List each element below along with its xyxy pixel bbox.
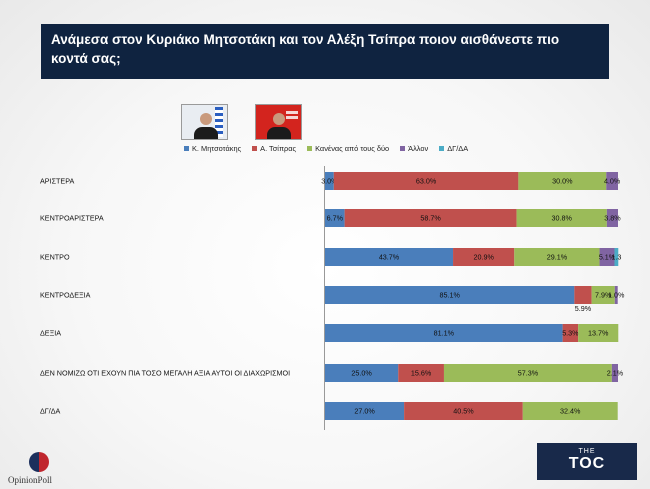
bar-segment bbox=[325, 248, 454, 266]
data-label: 27.0% bbox=[354, 407, 375, 416]
legend-label: Α. Τσίπρας bbox=[260, 144, 297, 153]
bar-segment bbox=[614, 248, 619, 266]
category-label: ΔΕΞΙΑ bbox=[40, 329, 61, 338]
bar-segment bbox=[522, 402, 618, 420]
legend-swatch bbox=[184, 146, 189, 151]
data-label: 5.1% bbox=[599, 253, 616, 262]
category-label: ΔΓ/ΔΑ bbox=[40, 407, 61, 416]
data-label: 25.0% bbox=[351, 369, 372, 378]
flag-icon bbox=[215, 107, 223, 137]
data-label: 81.1% bbox=[434, 329, 455, 338]
legend-item: Κανένας από τους δύο bbox=[307, 144, 389, 153]
bar-segment bbox=[325, 286, 575, 304]
data-label: 2.1% bbox=[607, 369, 624, 378]
data-label: 6.7% bbox=[327, 214, 344, 223]
category-label: ΚΕΝΤΡΟΑΡΙΣΤΕΡΑ bbox=[40, 214, 104, 223]
bar-segment bbox=[614, 286, 618, 304]
data-label: 3.0% bbox=[321, 177, 338, 186]
bar-segment bbox=[599, 248, 615, 266]
data-label: 13.7% bbox=[588, 329, 609, 338]
data-label: 1.0% bbox=[608, 291, 625, 300]
data-label: 7.9% bbox=[595, 291, 612, 300]
data-label: 63.0% bbox=[416, 177, 437, 186]
bar-segment bbox=[516, 209, 607, 227]
bar-segment bbox=[578, 324, 619, 342]
data-label: 32.4% bbox=[560, 407, 581, 416]
bar-segment bbox=[514, 248, 600, 266]
data-label: 43.7% bbox=[379, 253, 400, 262]
bar-segment bbox=[562, 324, 579, 342]
bar-segment bbox=[574, 286, 592, 304]
legend-label: Κανένας από τους δύο bbox=[315, 144, 390, 153]
data-label: 30.8% bbox=[552, 214, 573, 223]
category-label: ΚΕΝΤΡΟΔΕΞΙΑ bbox=[40, 291, 91, 300]
data-label: 29.1% bbox=[547, 253, 568, 262]
category-label: ΚΕΝΤΡΟ bbox=[40, 253, 70, 262]
data-label: 85.1% bbox=[439, 291, 460, 300]
bar-segment bbox=[325, 324, 563, 342]
chart-legend: Κ. Μητσοτάκης Α. Τσίπρας Κανένας από τους … bbox=[184, 144, 468, 153]
chart-title: Ανάμεσα στον Κυριάκο Μητσοτάκη και τον Α… bbox=[51, 32, 560, 66]
legend-item: Α. Τσίπρας bbox=[252, 144, 296, 153]
bar-segment bbox=[611, 364, 618, 382]
bar-segment bbox=[518, 172, 607, 190]
bar-segment bbox=[443, 364, 612, 382]
data-label: 58.7% bbox=[420, 214, 441, 223]
data-label: 30.0% bbox=[552, 177, 573, 186]
opinionpoll-logo: OpinionPoll bbox=[8, 452, 78, 488]
legend-swatch bbox=[400, 146, 406, 151]
category-label: ΑΡΙΣΤΕΡΑ bbox=[40, 177, 74, 186]
bar-segment bbox=[404, 402, 523, 420]
legend-item: Άλλον bbox=[400, 144, 428, 153]
category-label: ΔΕΝ ΝΟΜΙΖΩ ΟΤΙ ΕΧΟΥΝ ΠΙΑ ΤΟΣΟ ΜΕΓΑΛΗ ΑΞΙ… bbox=[40, 369, 290, 378]
bar-segment bbox=[606, 172, 618, 190]
bar-segment bbox=[398, 364, 444, 382]
bar-segment bbox=[606, 209, 618, 227]
bar-segment bbox=[325, 364, 399, 382]
data-label: 5.3% bbox=[562, 329, 579, 338]
bar-segment bbox=[453, 248, 515, 266]
data-label: 3.8% bbox=[604, 214, 621, 223]
data-label: 57.3% bbox=[518, 369, 539, 378]
bar-segment bbox=[325, 402, 405, 420]
legend-label: Κ. Μητσοτάκης bbox=[192, 144, 242, 153]
data-label: 1.3 bbox=[611, 253, 621, 262]
bar-segment bbox=[333, 172, 519, 190]
legend-label: ΔΓ/ΔΑ bbox=[447, 144, 469, 153]
data-label: 15.6% bbox=[411, 369, 432, 378]
legend-swatch bbox=[252, 146, 258, 151]
bar-segment bbox=[591, 286, 615, 304]
data-label: 5.9% bbox=[575, 304, 592, 313]
legend-swatch bbox=[307, 146, 313, 151]
data-label: 20.9% bbox=[473, 253, 494, 262]
data-label: 40.5% bbox=[453, 407, 474, 416]
title-banner: Ανάμεσα στον Κυριάκο Μητσοτάκη και τον Α… bbox=[41, 24, 609, 79]
legend-item: ΔΓ/ΔΑ bbox=[439, 144, 468, 153]
tsipras-photo bbox=[255, 104, 302, 140]
bar-segment bbox=[325, 172, 334, 190]
bar-segment bbox=[344, 209, 517, 227]
bar-segment bbox=[325, 209, 345, 227]
legend-item: Κ. Μητσοτάκης bbox=[184, 144, 241, 153]
thetoc-logo: THE TOC bbox=[537, 443, 637, 480]
legend-swatch bbox=[439, 146, 445, 151]
mitsotakis-photo bbox=[181, 104, 228, 140]
data-label: 4.0% bbox=[604, 177, 621, 186]
legend-label: Άλλον bbox=[408, 144, 429, 153]
